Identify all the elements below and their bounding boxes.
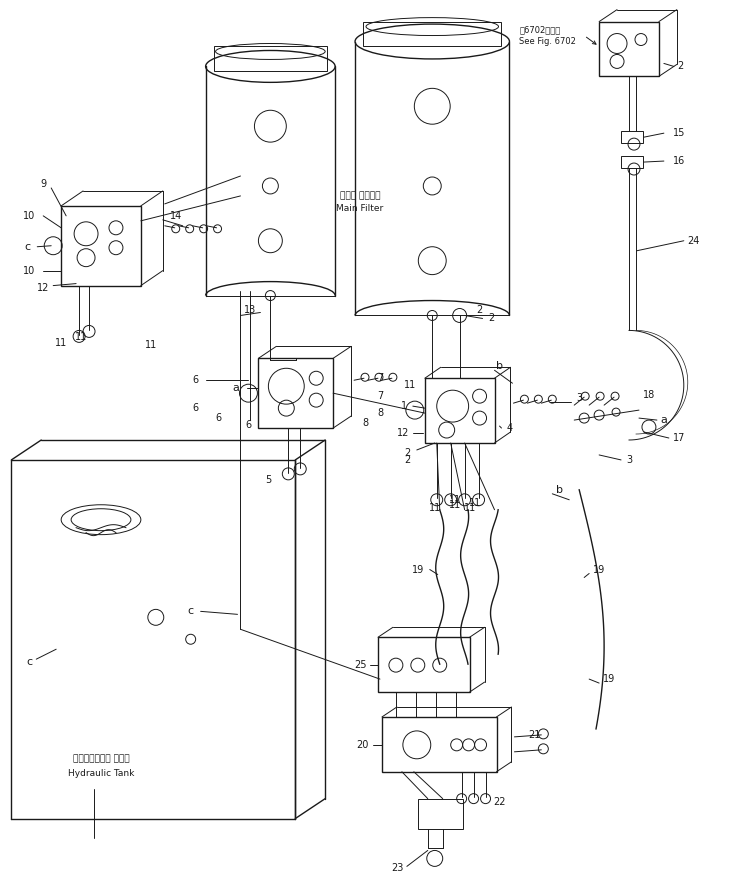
Text: 3: 3 [626, 455, 632, 465]
Text: 3: 3 [576, 393, 582, 403]
Text: 16: 16 [673, 156, 685, 166]
Bar [621, 156, 643, 168]
Text: 25: 25 [354, 660, 367, 670]
Text: 24: 24 [687, 236, 700, 246]
Text: b: b [496, 361, 503, 371]
Text: 20: 20 [355, 740, 368, 750]
Bar [418, 799, 463, 828]
Text: 6: 6 [216, 413, 222, 423]
Text: 7: 7 [377, 391, 383, 401]
Bar [382, 717, 497, 772]
Text: 7: 7 [377, 374, 383, 383]
Text: 2: 2 [489, 314, 495, 323]
Text: ハイドロリック タンク: ハイドロリック タンク [73, 754, 130, 763]
Text: 19: 19 [411, 565, 424, 574]
Text: 12: 12 [397, 428, 409, 438]
Bar [621, 131, 643, 143]
Text: 8: 8 [377, 408, 383, 418]
Text: 14: 14 [169, 211, 182, 221]
Text: 11: 11 [55, 338, 67, 348]
Bar [258, 359, 333, 428]
Text: 11: 11 [404, 381, 416, 390]
Bar [363, 22, 501, 47]
Text: 第6702図参照: 第6702図参照 [520, 25, 561, 34]
Text: 19: 19 [593, 565, 605, 574]
Text: 6: 6 [245, 420, 252, 430]
Bar [378, 637, 470, 692]
Text: 6: 6 [193, 375, 199, 385]
Text: Hydraulic Tank: Hydraulic Tank [68, 769, 134, 778]
Text: 2: 2 [405, 455, 411, 465]
Text: 17: 17 [673, 433, 685, 443]
Text: See Fig. 6702: See Fig. 6702 [520, 37, 576, 46]
Text: c: c [24, 241, 30, 252]
Text: 11: 11 [145, 340, 157, 351]
Text: 11: 11 [75, 332, 87, 343]
Text: a: a [660, 415, 668, 425]
Text: 21: 21 [528, 729, 540, 740]
Text: 1: 1 [401, 401, 407, 411]
Bar [213, 47, 328, 71]
Text: 10: 10 [23, 211, 35, 221]
Text: 23: 23 [392, 863, 404, 873]
Bar [599, 22, 659, 77]
Text: Main Filter: Main Filter [336, 204, 383, 213]
Text: a: a [232, 383, 239, 393]
Text: 10: 10 [23, 266, 35, 276]
Bar [425, 378, 495, 443]
Text: 13: 13 [244, 306, 257, 315]
Text: 18: 18 [643, 390, 655, 400]
Text: 5: 5 [265, 475, 272, 485]
Text: 2: 2 [476, 306, 483, 315]
Text: 11: 11 [428, 503, 441, 513]
Text: 11: 11 [464, 503, 475, 513]
Text: 11: 11 [469, 498, 481, 507]
Text: 2: 2 [678, 62, 684, 71]
Text: 8: 8 [362, 418, 368, 428]
Text: 4: 4 [506, 423, 512, 433]
Bar [61, 206, 141, 285]
Text: 2: 2 [405, 448, 411, 458]
Text: c: c [26, 657, 32, 667]
Text: 12: 12 [37, 283, 49, 292]
Text: 6: 6 [193, 403, 199, 413]
Text: 11: 11 [448, 500, 461, 510]
Text: 15: 15 [673, 128, 685, 138]
Text: メイン フィルタ: メイン フィルタ [340, 191, 381, 200]
Text: c: c [188, 606, 194, 617]
Text: 9: 9 [40, 179, 46, 189]
Text: b: b [556, 485, 563, 495]
Text: 11: 11 [448, 495, 461, 505]
Text: 19: 19 [603, 674, 615, 684]
Text: 22: 22 [493, 796, 506, 807]
